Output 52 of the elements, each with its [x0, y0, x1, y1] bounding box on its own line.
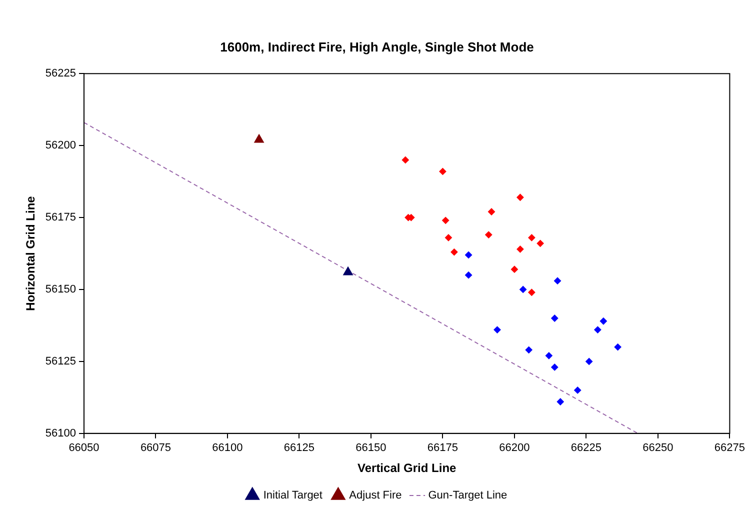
point	[525, 346, 532, 354]
point	[402, 156, 409, 164]
point	[516, 194, 524, 201]
point	[551, 364, 558, 371]
x-tick-label: 66225	[570, 442, 602, 454]
x-tick-label: 66125	[284, 442, 315, 454]
y-axis-title: Horizontal Grid Line	[24, 196, 38, 311]
y-tick-label: 56125	[45, 355, 76, 368]
y-tick-label: 56100	[45, 427, 76, 440]
x-tick-label: 66250	[642, 442, 674, 454]
point	[516, 246, 524, 253]
legend-label: Initial Target	[263, 490, 322, 502]
point	[528, 234, 536, 242]
y-tick-label: 56175	[45, 212, 76, 224]
point	[465, 272, 472, 279]
point	[450, 248, 458, 256]
point	[488, 208, 496, 216]
point	[574, 386, 582, 394]
x-axis-title: Vertical Grid Line	[357, 461, 457, 476]
point	[551, 314, 558, 322]
point	[536, 240, 544, 247]
point	[465, 251, 472, 258]
chart-title: 1600m, Indirect Fire, High Angle, Single Shot Mode	[220, 39, 534, 54]
y-tick-label: 56200	[45, 140, 76, 152]
x-tick-label: 66200	[499, 442, 530, 454]
legend-label: Adjust Fire	[349, 490, 402, 502]
y-tick-label: 56225	[45, 68, 76, 80]
point	[439, 168, 446, 175]
x-tick-label: 66175	[427, 442, 458, 454]
x-tick-label: 66275	[714, 442, 746, 454]
point	[343, 266, 353, 276]
point	[528, 288, 536, 296]
x-tick-label: 66100	[212, 442, 243, 454]
point	[556, 398, 564, 406]
x-tick-label: 66150	[356, 442, 386, 454]
point	[614, 344, 622, 351]
point	[494, 326, 501, 334]
point	[586, 358, 593, 365]
point	[545, 352, 552, 360]
point	[600, 318, 607, 325]
point	[485, 231, 492, 238]
point	[444, 234, 452, 242]
legend-label: Gun-Target Line	[428, 490, 508, 502]
x-tick-label: 66075	[140, 442, 172, 454]
point	[520, 286, 527, 293]
y-tick-label: 56150	[45, 284, 76, 296]
point	[442, 216, 450, 224]
x-tick-label: 66050	[68, 442, 100, 454]
point	[254, 134, 264, 143]
point	[594, 326, 602, 334]
point	[510, 266, 518, 273]
point	[554, 277, 562, 284]
